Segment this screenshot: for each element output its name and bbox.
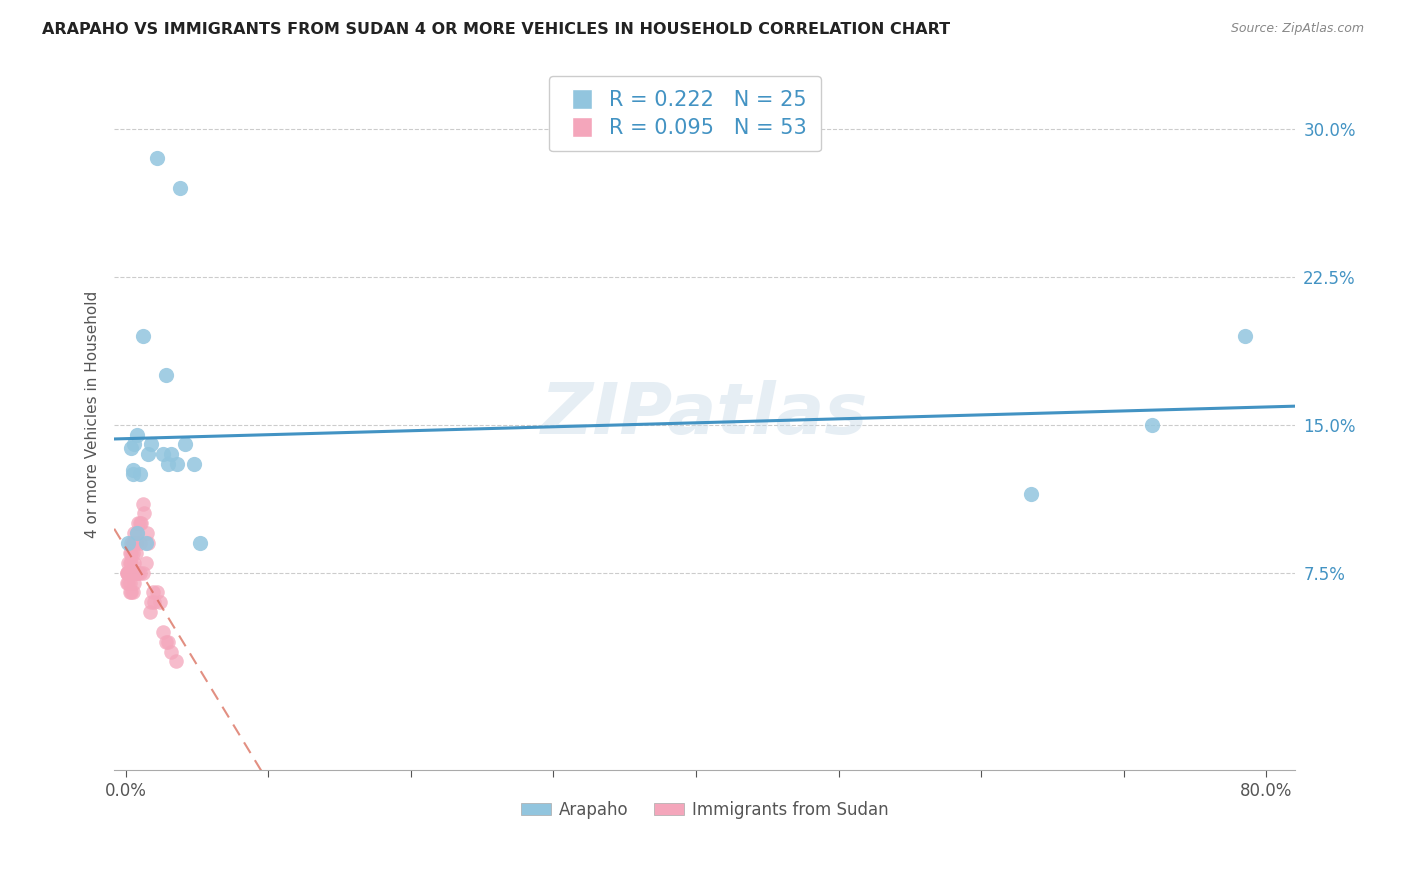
Point bbox=[122, 526, 145, 541]
Point bbox=[134, 507, 156, 521]
Point bbox=[141, 437, 163, 451]
Point bbox=[124, 566, 146, 580]
Point bbox=[125, 526, 148, 541]
Point bbox=[139, 605, 162, 619]
Point bbox=[122, 437, 145, 451]
Point bbox=[122, 575, 145, 590]
Point bbox=[121, 467, 143, 481]
Point bbox=[117, 536, 139, 550]
Point bbox=[122, 536, 145, 550]
Point bbox=[118, 575, 141, 590]
Point bbox=[152, 624, 174, 639]
Point bbox=[169, 181, 191, 195]
Point bbox=[117, 575, 139, 590]
Point bbox=[124, 536, 146, 550]
Point bbox=[127, 566, 149, 580]
Point bbox=[1019, 487, 1042, 501]
Point bbox=[160, 644, 183, 658]
Point bbox=[131, 497, 153, 511]
Point bbox=[129, 516, 152, 531]
Point bbox=[131, 566, 153, 580]
Point bbox=[138, 536, 160, 550]
Text: ARAPAHO VS IMMIGRANTS FROM SUDAN 4 OR MORE VEHICLES IN HOUSEHOLD CORRELATION CHA: ARAPAHO VS IMMIGRANTS FROM SUDAN 4 OR MO… bbox=[42, 22, 950, 37]
Point bbox=[125, 427, 148, 442]
Point bbox=[135, 536, 157, 550]
Point bbox=[117, 566, 139, 580]
Text: ZIPatlas: ZIPatlas bbox=[541, 380, 869, 450]
Text: Source: ZipAtlas.com: Source: ZipAtlas.com bbox=[1230, 22, 1364, 36]
Point bbox=[183, 457, 205, 471]
Point bbox=[127, 516, 149, 531]
Point bbox=[138, 447, 160, 461]
Point bbox=[118, 566, 141, 580]
Point bbox=[152, 447, 174, 461]
Point bbox=[118, 546, 141, 560]
Y-axis label: 4 or more Vehicles in Household: 4 or more Vehicles in Household bbox=[86, 291, 100, 539]
Point bbox=[128, 536, 150, 550]
Point bbox=[141, 595, 163, 609]
Point bbox=[115, 566, 138, 580]
Point bbox=[121, 463, 143, 477]
Legend: Arapaho, Immigrants from Sudan: Arapaho, Immigrants from Sudan bbox=[515, 794, 896, 826]
Point bbox=[121, 546, 143, 560]
Point bbox=[128, 566, 150, 580]
Point bbox=[146, 151, 169, 165]
Point bbox=[131, 329, 153, 343]
Point bbox=[125, 566, 148, 580]
Point bbox=[124, 546, 146, 560]
Point bbox=[120, 566, 142, 580]
Point bbox=[120, 556, 142, 570]
Point bbox=[121, 566, 143, 580]
Point bbox=[155, 368, 177, 383]
Point bbox=[120, 546, 142, 560]
Point bbox=[136, 526, 159, 541]
Point bbox=[121, 536, 143, 550]
Point bbox=[120, 536, 142, 550]
Point bbox=[157, 634, 180, 648]
Point bbox=[157, 457, 180, 471]
Point bbox=[122, 556, 145, 570]
Point bbox=[1233, 329, 1256, 343]
Point bbox=[128, 516, 150, 531]
Point bbox=[120, 442, 142, 456]
Point bbox=[165, 655, 187, 669]
Point bbox=[160, 447, 183, 461]
Point bbox=[117, 556, 139, 570]
Point bbox=[155, 634, 177, 648]
Point bbox=[166, 457, 188, 471]
Point bbox=[143, 595, 166, 609]
Point bbox=[174, 437, 197, 451]
Point bbox=[135, 556, 157, 570]
Point bbox=[120, 585, 142, 599]
Point bbox=[149, 595, 172, 609]
Point bbox=[115, 566, 138, 580]
Point bbox=[118, 556, 141, 570]
Point bbox=[146, 585, 169, 599]
Point bbox=[115, 575, 138, 590]
Point bbox=[117, 566, 139, 580]
Point bbox=[118, 585, 141, 599]
Point bbox=[125, 526, 148, 541]
Point bbox=[1142, 417, 1164, 432]
Point bbox=[142, 585, 165, 599]
Point bbox=[188, 536, 211, 550]
Point bbox=[128, 467, 150, 481]
Point bbox=[121, 585, 143, 599]
